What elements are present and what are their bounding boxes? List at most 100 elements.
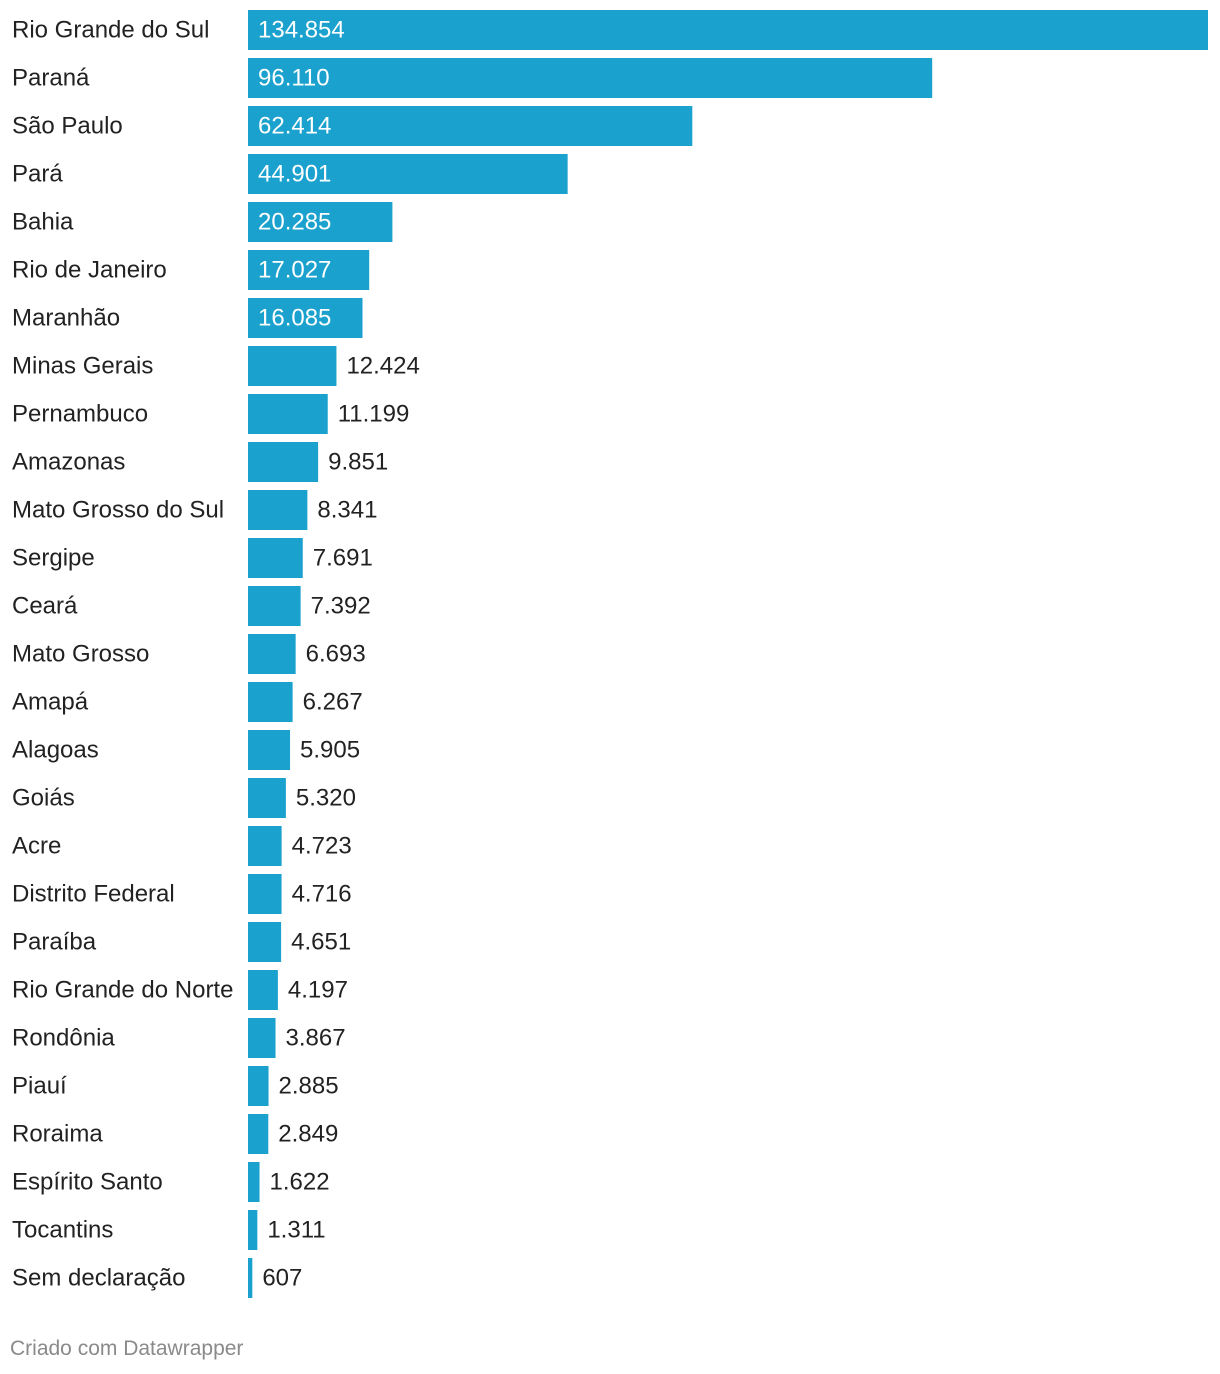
value-label: 5.905 (300, 737, 360, 764)
value-label: 96.110 (258, 65, 330, 92)
bar-row: Rio de Janeiro 17.027 (12, 250, 370, 290)
bar (248, 586, 301, 626)
bar (248, 58, 933, 98)
bar-row: Bahia 20.285 (12, 202, 393, 242)
value-label: 1.311 (267, 1217, 325, 1244)
bar-row: Espírito Santo 1.622 (12, 1162, 330, 1202)
bar-row: Pernambuco 11.199 (12, 394, 409, 434)
value-label: 11.199 (338, 401, 410, 428)
category-label: Pará (12, 161, 63, 188)
bar-row: Goiás 5.320 (12, 778, 356, 818)
bar (248, 730, 291, 770)
value-label: 134.854 (258, 17, 345, 44)
value-label: 1.622 (270, 1169, 330, 1196)
category-label: Distrito Federal (12, 881, 175, 908)
value-label: 8.341 (317, 497, 377, 524)
value-label: 3.867 (286, 1025, 346, 1052)
value-label: 607 (262, 1265, 302, 1292)
category-label: Minas Gerais (12, 353, 153, 380)
bar (248, 442, 319, 482)
chart-credit: Criado com Datawrapper (10, 1337, 244, 1360)
bar (248, 778, 286, 818)
category-label: Rio Grande do Norte (12, 977, 233, 1004)
bar-row: Minas Gerais 12.424 (12, 346, 420, 386)
bar-row: Rondônia 3.867 (12, 1018, 346, 1058)
category-label: Paraná (12, 65, 90, 92)
category-label: Tocantins (12, 1217, 113, 1244)
category-label: Rio de Janeiro (12, 257, 167, 284)
bar (248, 394, 328, 434)
bar (248, 154, 568, 194)
bar-row: Rio Grande do Sul 134.854 (12, 10, 1208, 50)
bar-row: Distrito Federal 4.716 (12, 874, 352, 914)
bar (248, 922, 282, 962)
bar (248, 346, 337, 386)
value-label: 62.414 (258, 113, 331, 140)
bar-row: Mato Grosso do Sul 8.341 (12, 490, 377, 530)
category-label: Rondônia (12, 1025, 115, 1052)
bar (248, 250, 370, 290)
bar-row: Maranhão 16.085 (12, 298, 363, 338)
value-label: 4.716 (292, 881, 352, 908)
category-label: Mato Grosso do Sul (12, 497, 224, 524)
category-label: Goiás (12, 785, 75, 812)
bar-row: Sem declaração 607 (12, 1258, 302, 1298)
bar (248, 298, 363, 338)
category-label: São Paulo (12, 113, 123, 140)
category-label: Sem declaração (12, 1265, 185, 1292)
category-label: Alagoas (12, 737, 99, 764)
value-label: 6.693 (306, 641, 366, 668)
category-label: Bahia (12, 209, 74, 236)
category-label: Acre (12, 833, 61, 860)
bar-row: Tocantins 1.311 (12, 1210, 326, 1250)
category-label: Maranhão (12, 305, 120, 332)
bar (248, 634, 296, 674)
value-label: 12.424 (346, 353, 419, 380)
bar-row: Rio Grande do Norte 4.197 (12, 970, 348, 1010)
bar (248, 682, 293, 722)
bar (248, 1162, 260, 1202)
category-label: Pernambuco (12, 401, 148, 428)
value-label: 16.085 (258, 305, 331, 332)
value-label: 20.285 (258, 209, 331, 236)
category-label: Mato Grosso (12, 641, 149, 668)
value-label: 2.885 (279, 1073, 339, 1100)
bar-row: Paraíba 4.651 (12, 922, 351, 962)
bar-row: Roraima 2.849 (12, 1114, 338, 1154)
category-label: Amapá (12, 689, 89, 716)
bar (248, 1066, 269, 1106)
bar (248, 10, 1208, 50)
category-label: Piauí (12, 1073, 67, 1100)
value-label: 4.651 (291, 929, 351, 956)
bar (248, 490, 308, 530)
category-label: Roraima (12, 1121, 103, 1148)
bar (248, 202, 393, 242)
category-label: Amazonas (12, 449, 125, 476)
bar (248, 826, 282, 866)
bar-row: Ceará 7.392 (12, 586, 371, 626)
bar (248, 1114, 269, 1154)
bar (248, 1258, 253, 1298)
bar-row: Acre 4.723 (12, 826, 352, 866)
bar-row: Amazonas 9.851 (12, 442, 388, 482)
value-label: 7.392 (311, 593, 371, 620)
bar (248, 1018, 276, 1058)
bar-row: Paraná 96.110 (12, 58, 933, 98)
value-label: 9.851 (328, 449, 388, 476)
bar-row: São Paulo 62.414 (12, 106, 693, 146)
value-label: 7.691 (313, 545, 373, 572)
category-label: Paraíba (12, 929, 97, 956)
bar (248, 874, 282, 914)
value-label: 4.723 (292, 833, 352, 860)
bar-row: Amapá 6.267 (12, 682, 363, 722)
bar-row: Pará 44.901 (12, 154, 568, 194)
value-label: 17.027 (258, 257, 331, 284)
value-label: 44.901 (258, 161, 331, 188)
bar (248, 538, 303, 578)
bar (248, 970, 278, 1010)
bar-row: Alagoas 5.905 (12, 730, 360, 770)
bar-row: Sergipe 7.691 (12, 538, 373, 578)
category-label: Ceará (12, 593, 78, 620)
category-label: Sergipe (12, 545, 95, 572)
bar-chart: Rio Grande do Sul 134.854 Paraná 96.110 São … (12, 10, 1208, 1298)
